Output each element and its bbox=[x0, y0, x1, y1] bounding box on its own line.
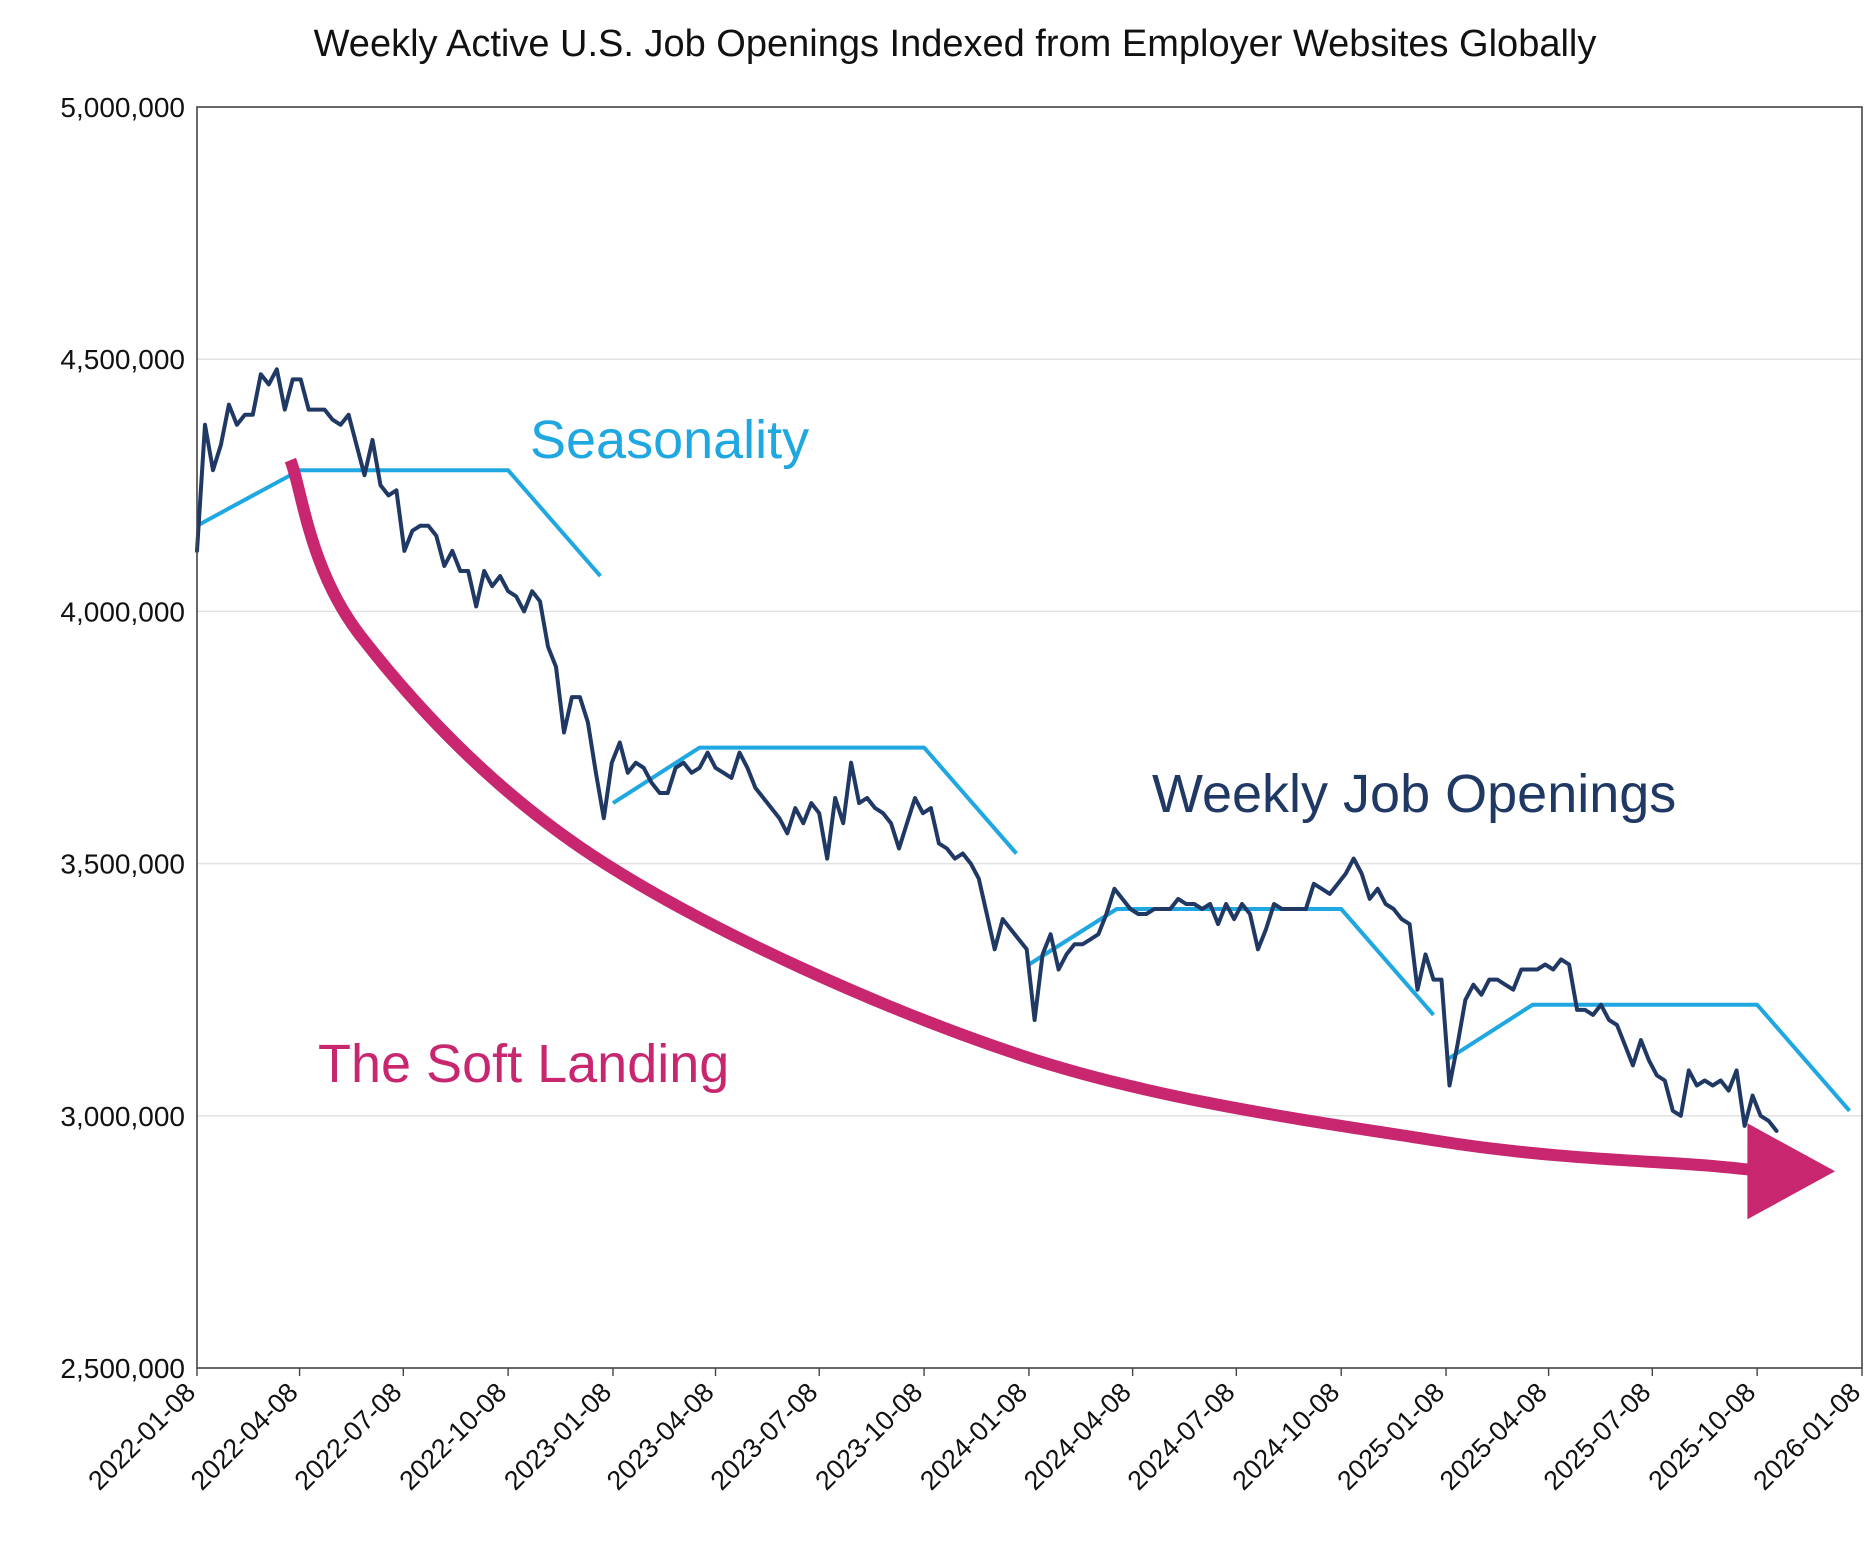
weekly-job-openings-label: Weekly Job Openings bbox=[1152, 764, 1676, 824]
y-axis-ticks: 2,500,000 3,000,000 3,500,000 4,000,000 4,50… bbox=[60, 92, 185, 1384]
seasonality-segment bbox=[196, 468, 602, 578]
y-tick-label: 3,500,000 bbox=[60, 849, 185, 880]
seasonality-segment bbox=[1444, 1002, 1852, 1113]
seasonality-label: Seasonality bbox=[530, 410, 809, 470]
y-tick-label: 4,500,000 bbox=[60, 344, 185, 375]
chart-title: Weekly Active U.S. Job Openings Indexed … bbox=[314, 23, 1597, 65]
y-tick-label: 3,000,000 bbox=[60, 1101, 185, 1132]
soft-landing-layer bbox=[284, 457, 1836, 1220]
y-tick-label: 4,000,000 bbox=[60, 596, 185, 627]
plot-frame bbox=[196, 106, 1863, 1369]
soft-landing-label: The Soft Landing bbox=[318, 1034, 729, 1094]
gridlines bbox=[197, 358, 1862, 1117]
seasonality-segment bbox=[611, 745, 1018, 855]
y-tick-label: 5,000,000 bbox=[60, 92, 185, 123]
openings-line-layer bbox=[195, 367, 1779, 1133]
soft-landing-curve bbox=[284, 457, 1761, 1178]
weekly-job-openings-line bbox=[195, 367, 1779, 1133]
soft-landing-arrowhead bbox=[1747, 1123, 1836, 1220]
y-tick-label: 2,500,000 bbox=[60, 1353, 185, 1384]
